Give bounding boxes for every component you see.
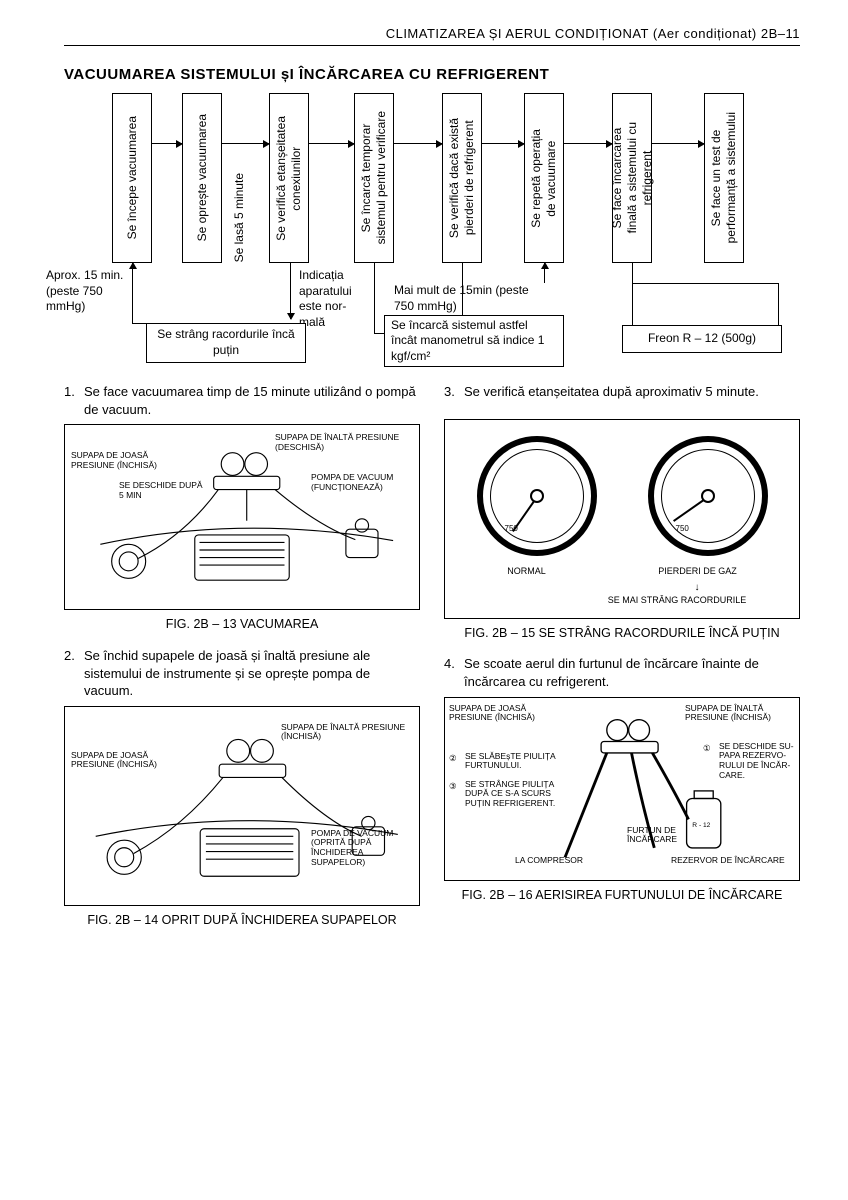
- flow-box-4: Se încarcă temporar sistemul pentru veri…: [359, 111, 389, 244]
- flow-box-3: Se verifică etanșeitatea conexiunilor: [274, 116, 304, 241]
- gauge-label-leak: PIERDERI DE GAZ: [658, 566, 737, 576]
- figure-2b-14: SUPAPA DE JOASĂ PRESIUNE (ÎNCHISĂ) SUPAP…: [64, 706, 420, 906]
- flow-label-15min: Mai mult de 15min (peste 750 mmHg): [394, 283, 549, 314]
- svg-text:R - 12: R - 12: [692, 822, 710, 829]
- flow-box-1: Se începe vacuumarea: [125, 116, 140, 239]
- flow-box-6: Se repetă operația de vacuumare: [529, 129, 559, 228]
- figure-2b-16: R - 12 SUPAPA DE JOASĂ PRESIUNE (ÎNCHISĂ…: [444, 697, 800, 881]
- step-3: 3.Se verifică etanșeitatea după aproxima…: [444, 383, 800, 401]
- caption-2b-14: FIG. 2B – 14 OPRIT DUPĂ ÎNCHIDEREA SUPAP…: [64, 912, 420, 929]
- figure-2b-15: 750 750 NORMAL PIERDERI DE GAZ ↓ SE MAI …: [444, 419, 800, 619]
- caption-2b-13: FIG. 2B – 13 VACUMAREA: [64, 616, 420, 633]
- gauge-leak: 750: [648, 436, 768, 556]
- gauge-bottom-label: SE MAI STRÂNG RACORDURILE: [451, 595, 793, 605]
- flow-box-5: Se verifică dacă există pierderi de refr…: [447, 118, 477, 238]
- caption-2b-15: FIG. 2B – 15 SE STRÂNG RACORDURILE ÎNCĂ …: [444, 625, 800, 642]
- figure-2b-13: SUPAPA DE JOASĂ PRESIUNE (ÎNCHISĂ) SE DE…: [64, 424, 420, 610]
- flow-label-indicatia: Indicația aparatului este nor-mală: [299, 268, 369, 330]
- flow-box-2: Se oprește vacuumarea: [195, 114, 210, 241]
- step-2: 2.Se închid supapele de joasă și înaltă …: [64, 647, 420, 700]
- flow-box-incarca: Se încarcă sistemul astfel încât manomet…: [384, 315, 564, 367]
- gauge-label-normal: NORMAL: [507, 566, 546, 576]
- flow-label-5min: Se lasă 5 minute: [232, 173, 248, 262]
- step-4: 4.Se scoate aerul din furtunul de încărc…: [444, 655, 800, 690]
- step-1: 1.Se face vacuumarea timp de 15 minute u…: [64, 383, 420, 418]
- flow-box-freon: Freon R – 12 (500g): [622, 325, 782, 353]
- section-title: VACUUMAREA SISTEMULUI șI ÎNCĂRCAREA CU R…: [64, 66, 800, 83]
- flow-box-7: Se face încarcarea finală a sistemului c…: [610, 122, 655, 233]
- flow-box-racorduri: Se strâng racordurile încă puțin: [146, 323, 306, 363]
- page-header: CLIMATIZAREA ȘI AERUL CONDIȚIONAT (Aer c…: [64, 26, 800, 46]
- gauge-normal: 750: [477, 436, 597, 556]
- flow-label-approx15: Aprox. 15 min. (peste 750 mmHg): [46, 268, 132, 315]
- flowchart: Se începe vacuumarea Se oprește vacuumar…: [64, 93, 800, 373]
- caption-2b-16: FIG. 2B – 16 AERISIREA FURTUNULUI DE ÎNC…: [444, 887, 800, 904]
- flow-box-8: Se face un test de performanță a sistemu…: [709, 112, 739, 243]
